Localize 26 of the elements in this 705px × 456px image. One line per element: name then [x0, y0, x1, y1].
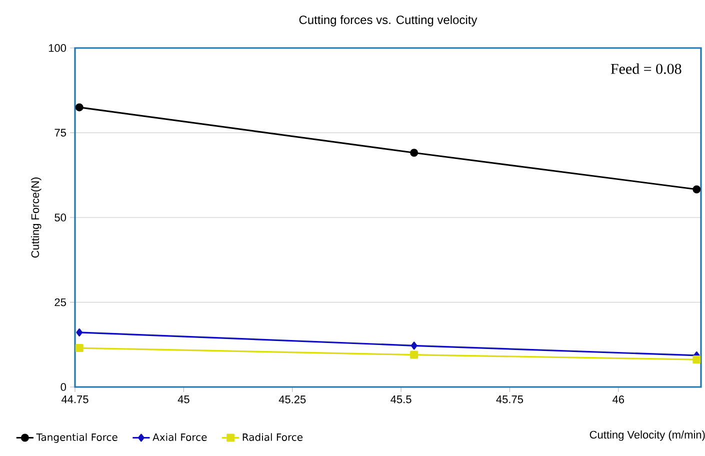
annotation: Feed = 0.08 [610, 63, 682, 74]
legend-label: Axial Force [152, 433, 207, 441]
point [692, 185, 701, 194]
point [410, 350, 418, 359]
y-tick-label: 100 [48, 44, 66, 52]
y-axis-title: Cutting Force(N) [31, 178, 42, 258]
x-tick-label: 45.5 [390, 396, 412, 404]
point [75, 103, 84, 112]
x-tick-label: 45.75 [496, 396, 524, 404]
legend-label: Tangential Force [36, 433, 118, 443]
x-tick-label: 45 [178, 396, 190, 404]
point [410, 148, 418, 157]
point [76, 328, 83, 336]
chart-title: Cutting forces vs. Cutting velocity [299, 15, 478, 26]
legend-label: Radial Force [242, 433, 302, 441]
y-tick-label: 50 [54, 214, 66, 222]
point [692, 356, 701, 364]
y-tick-label: 25 [54, 298, 66, 306]
x-axis-title: Cutting Velocity (m/min) [590, 430, 705, 441]
point [410, 342, 418, 350]
x-tick-label: 46 [612, 396, 624, 404]
point [75, 344, 84, 352]
x-tick-label: 45.25 [278, 396, 306, 404]
y-tick-label: 75 [54, 128, 66, 137]
y-tick-label: 0 [60, 383, 66, 391]
x-tick-label: 44.75 [61, 396, 88, 404]
